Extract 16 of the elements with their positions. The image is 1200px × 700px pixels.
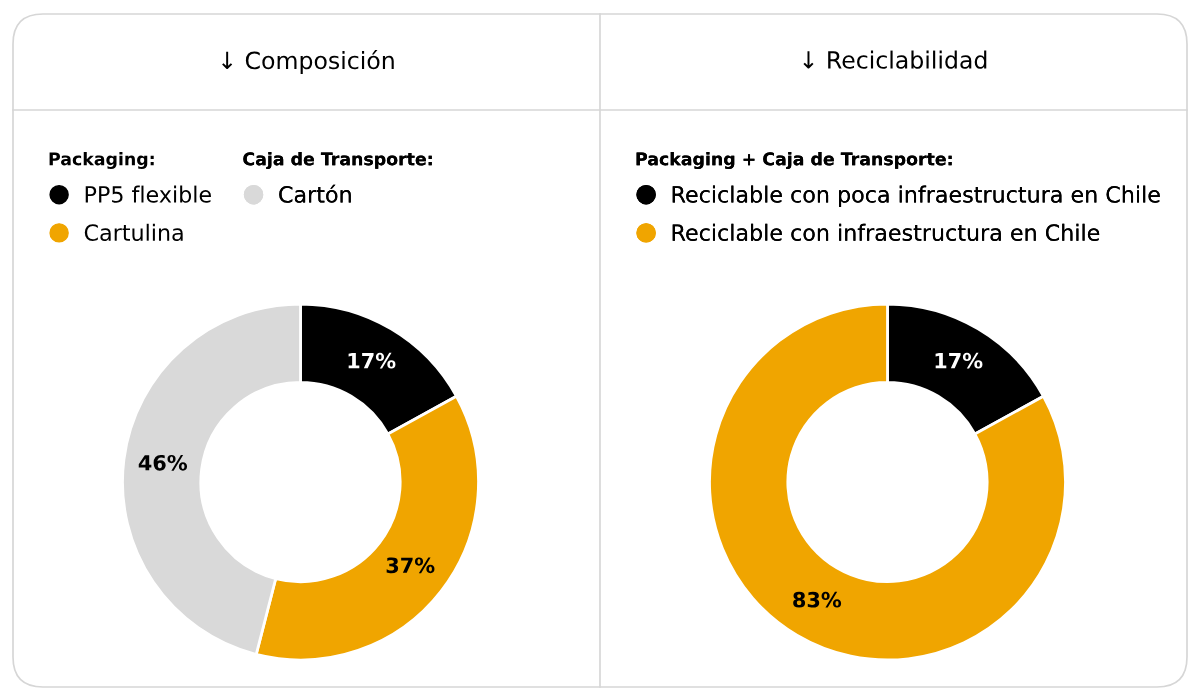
chart-title: ↓ Composición [222,50,394,74]
data-label: 17% [935,352,983,369]
data-label: 83% [793,591,842,608]
legend-label: Cartón [279,184,351,203]
legend-label: Reciclable con poca infraestructura en Chile [672,185,1160,208]
legend-label: PP5 flexible [85,185,211,203]
chart-title: ↓ Reciclabilidad [803,50,987,69]
legend-title: Packaging + Caja de Transporte: [636,152,952,169]
legend-title: Packaging: [49,152,154,169]
data-label: 46% [138,454,188,471]
legend-label: Reciclable con infraestructura en Chile [672,223,1100,241]
donut-slice [708,302,1067,662]
data-label: 17% [348,352,396,369]
legend-label: Cartulina [84,223,183,241]
text: Caja de Transporte: [243,152,432,169]
data-label: 37% [386,557,435,574]
